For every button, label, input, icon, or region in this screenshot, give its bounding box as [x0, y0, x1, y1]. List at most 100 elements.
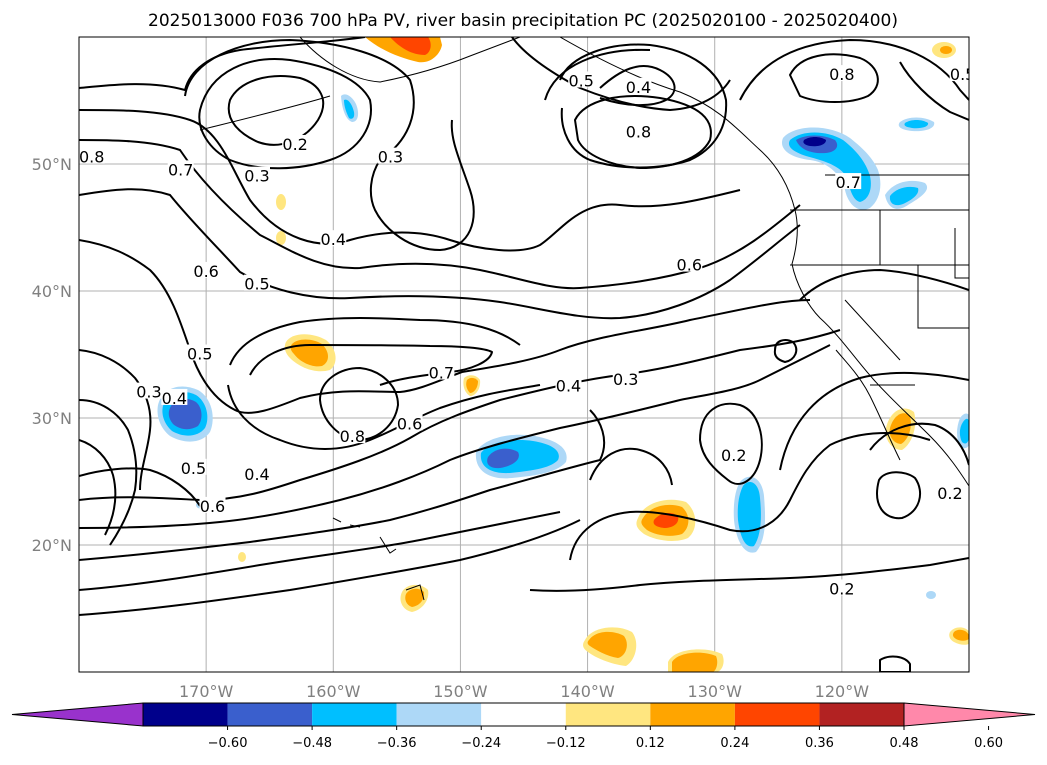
precip-pc-feature [668, 649, 724, 672]
precip-pc-feature [365, 37, 442, 63]
lat-tick-label: 50°N [32, 155, 72, 174]
contour-label-bg [835, 173, 862, 190]
lon-tick-label: 170°W [179, 682, 234, 701]
colorbar-tick-label: −0.60 [208, 736, 248, 751]
contour-label-bg [161, 388, 188, 405]
precip-pc-feature [341, 94, 359, 122]
precip-pc-feature [957, 413, 969, 449]
contour-label-bg [377, 147, 404, 164]
contour-label: 0.2 [721, 446, 746, 465]
colorbar-tick-label: −0.36 [377, 736, 417, 751]
contour-label-bg [244, 166, 270, 183]
contour-label: 0.3 [613, 370, 638, 389]
colorbar-bin [396, 703, 482, 726]
colorbar-tick-label: 0.12 [636, 736, 665, 751]
contour-label: 0.8 [79, 148, 104, 167]
contour-label: 0.8 [626, 122, 651, 141]
contour-label-bg [968, 192, 969, 209]
contour-label: 0.2 [282, 135, 307, 154]
contour-label-bg [79, 147, 105, 164]
contour-label-bg [244, 274, 270, 291]
precip-pc-feature [636, 499, 696, 541]
contour-label: 0.8 [829, 65, 854, 84]
colorbar-bin [143, 703, 228, 726]
contour-label-bg [135, 382, 162, 399]
contour-label-bg [949, 65, 969, 82]
precip-pc-feature [475, 434, 567, 479]
colorbar-bin [819, 703, 904, 726]
precip-pc-feature [463, 375, 481, 396]
colorbar: −0.60 −0.48 −0.36 −0.24 −0.12 0.12 0.24 0.36 0.4… [11, 702, 1036, 751]
contour-label-bg [555, 376, 582, 393]
contour-label-bg [828, 65, 855, 82]
contour-label-bg [193, 261, 220, 278]
contour-label: 0.6 [969, 192, 994, 211]
contour-label: 0.4 [244, 465, 269, 484]
contour-label: 0.5 [568, 71, 593, 90]
contour-label: 0.4 [626, 78, 651, 97]
lon-tick-label: 130°W [688, 682, 743, 701]
contour-label: 0.5 [187, 345, 212, 364]
contour-label: 0.5 [181, 459, 206, 478]
map-frame [78, 36, 970, 673]
contour-label: 0.4 [321, 230, 346, 249]
contour-label: 0.6 [200, 497, 225, 516]
contour-label-bg [625, 122, 652, 139]
contour-label-bg [320, 230, 347, 247]
colorbar-tick-label: −0.24 [461, 736, 501, 751]
longitude-ticks: 170°W 160°W 150°W 140°W 130°W 120°W [179, 682, 869, 701]
pv-contour-labels: 0.80.70.20.30.30.40.60.50.50.3 0.40.70.80… [79, 65, 994, 598]
contour-label-bg [720, 446, 747, 463]
colorbar-tick-label: 0.24 [720, 736, 749, 751]
precip-pc-feature [885, 180, 928, 209]
latitude-ticks: 20°N 30°N 40°N 50°N [32, 155, 72, 555]
contour-label-bg [282, 134, 309, 151]
colorbar-bin [650, 703, 735, 726]
lat-tick-label: 20°N [32, 536, 72, 555]
lon-tick-label: 140°W [560, 682, 615, 701]
colorbar-bin [312, 703, 397, 726]
contour-label: 0.5 [950, 65, 975, 84]
contour-label: 0.7 [168, 160, 193, 179]
contour-label: 0.6 [397, 414, 422, 433]
lon-tick-label: 160°W [306, 682, 361, 701]
precip-pc-feature [898, 117, 935, 132]
contour-label-bg [936, 484, 963, 501]
contour-label-bg [396, 414, 423, 431]
contour-label: 0.8 [340, 427, 365, 446]
lat-tick-label: 30°N [32, 409, 72, 428]
contour-label: 0.3 [378, 148, 403, 167]
lat-tick-label: 40°N [32, 282, 72, 301]
colorbar-tick-label: −0.12 [546, 736, 586, 751]
colorbar-bin [734, 703, 820, 726]
colorbar-bin [481, 703, 566, 726]
precip-shading [157, 37, 969, 672]
colorbar-extend-low [11, 702, 144, 727]
colorbar-extend-high [903, 702, 1036, 727]
colorbar-bin [565, 703, 651, 726]
contour-label: 0.4 [162, 389, 187, 408]
contour-label-bg [199, 496, 226, 513]
contour-label-bg [612, 369, 639, 386]
contour-label: 0.3 [244, 167, 269, 186]
colorbar-tick-label: 0.60 [974, 736, 1003, 751]
contour-label-bg [568, 71, 595, 88]
contour-label-bg [828, 579, 855, 596]
precip-pc-feature [583, 627, 637, 666]
contour-label-bg [180, 458, 207, 475]
contour-label-bg [244, 465, 270, 482]
contour-label: 0.6 [193, 262, 218, 281]
colorbar-tick-label: 0.36 [805, 736, 834, 751]
colorbar-bin [227, 703, 313, 726]
contour-label: 0.2 [937, 484, 962, 503]
lon-tick-label: 150°W [433, 682, 488, 701]
contour-label: 0.7 [429, 364, 454, 383]
contour-label-bg [676, 255, 703, 272]
colorbar-tick-label: −0.48 [292, 736, 332, 751]
chart-title: 2025013000 F036 700 hPa PV, river basin … [148, 11, 898, 31]
contour-label: 0.3 [136, 383, 161, 402]
precip-pc-feature [949, 627, 969, 645]
contour-label-bg [428, 363, 455, 380]
contour-label: 0.4 [556, 376, 581, 395]
